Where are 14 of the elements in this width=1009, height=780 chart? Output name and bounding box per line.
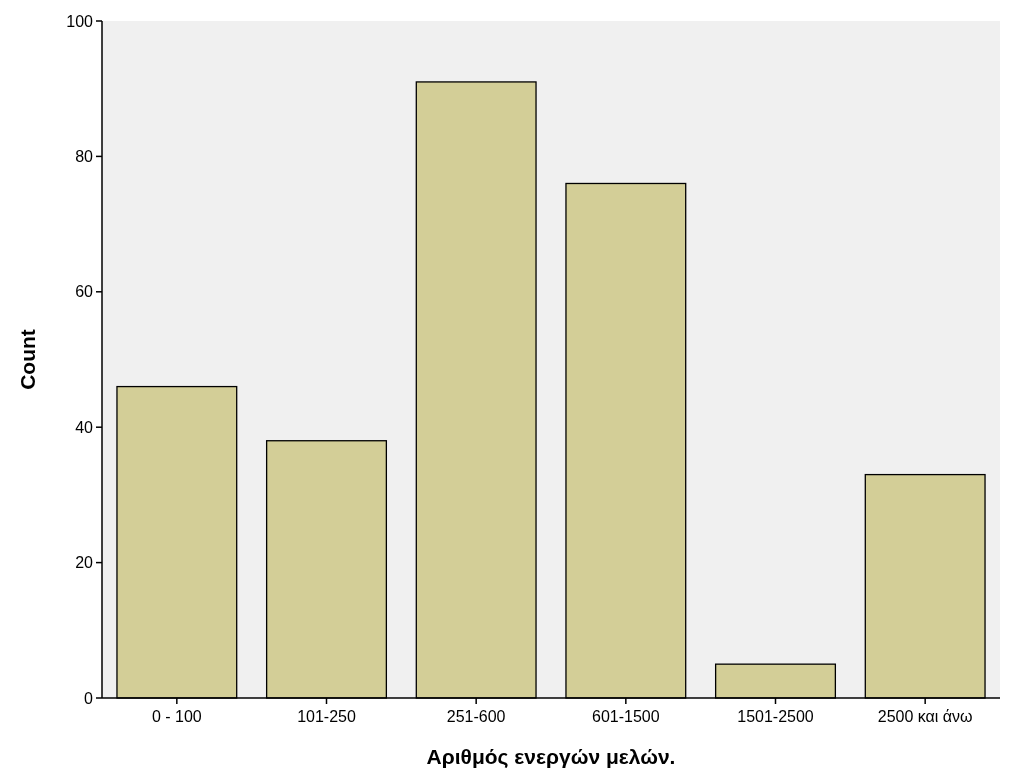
x-tick-label: 101-250 [297, 708, 356, 725]
x-axis-title: Αριθμός ενεργών μελών. [426, 745, 676, 769]
x-tick-label: 251-600 [446, 708, 506, 725]
y-tick-label: 60 [75, 283, 94, 301]
y-tick-label: 20 [75, 554, 94, 572]
y-tick-label: 0 [84, 689, 94, 707]
y-axis-title: Count [16, 329, 39, 390]
x-tick-label: 0 - 100 [151, 708, 202, 725]
y-tick-label: 80 [75, 148, 94, 165]
y-tick-label: 100 [66, 12, 94, 30]
x-tick-label: 1501-2500 [737, 708, 814, 725]
x-tick-label: 2500 και άνω [877, 708, 973, 725]
y-tick-label: 40 [75, 418, 94, 436]
x-tick-label: 601-1500 [592, 708, 660, 725]
